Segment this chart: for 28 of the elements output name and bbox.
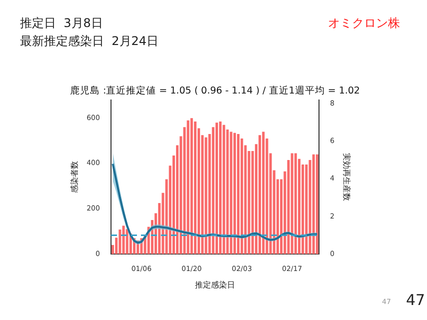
bar: [186, 120, 190, 254]
bar: [316, 154, 318, 254]
bar: [126, 229, 128, 254]
bar: [237, 134, 240, 254]
bar: [190, 118, 193, 254]
y-axis-title: 感染者数: [70, 161, 79, 193]
bar: [312, 154, 315, 254]
text: 推定日 3月8日: [20, 16, 103, 30]
bar: [215, 122, 218, 254]
bar: [122, 226, 125, 254]
chart-title: 鹿児島 :直近推定値 = 1.05 ( 0.96 - 1.14 ) / 直近1週平均 = 1.02: [70, 84, 360, 97]
bar: [290, 153, 294, 254]
text: 最新推定感染日 2月24日: [20, 34, 159, 48]
bar: [262, 132, 265, 254]
x-axis-title: 推定感染日: [194, 280, 235, 290]
bar: [219, 122, 222, 254]
bar: [233, 132, 236, 254]
bar: [294, 153, 297, 254]
bar: [204, 137, 208, 254]
text: オミクロン株: [328, 16, 400, 30]
bar: [258, 135, 262, 254]
y2-axis-title: 実効再生産数: [342, 153, 352, 201]
bar: [194, 122, 196, 254]
bar: [222, 124, 226, 254]
bar: [118, 230, 122, 254]
bar: [226, 129, 229, 254]
text: 47: [406, 291, 426, 309]
bar: [230, 132, 232, 254]
